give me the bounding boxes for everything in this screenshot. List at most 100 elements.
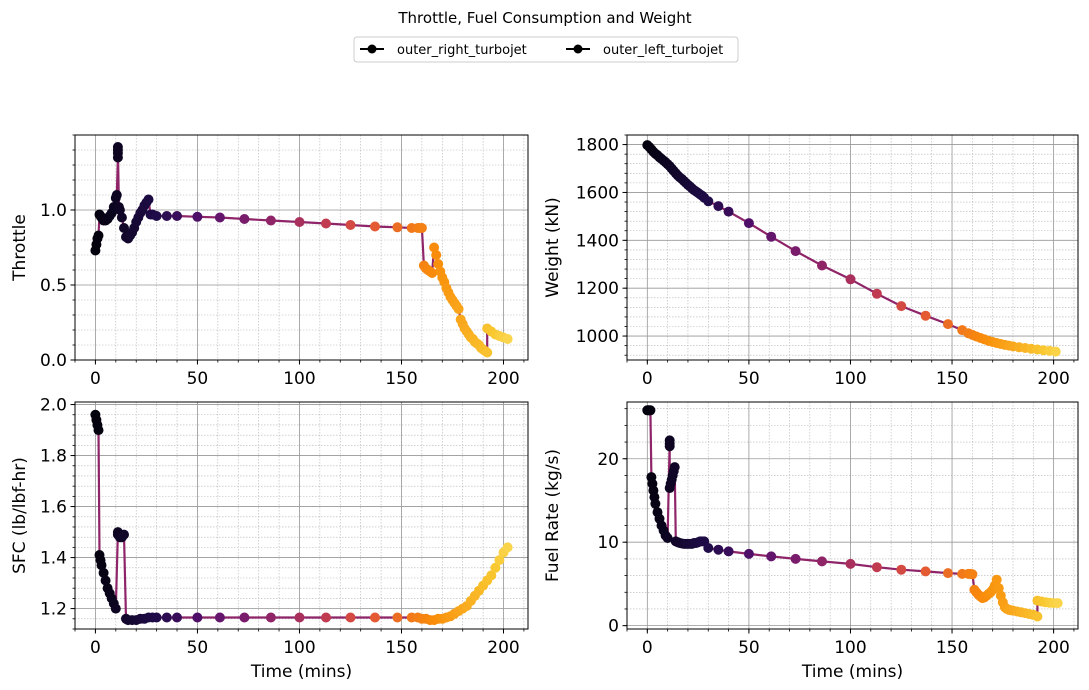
data-point (214, 612, 225, 623)
data-point (790, 553, 801, 564)
data-point (991, 574, 1002, 585)
x-tick-label: 150 (936, 638, 968, 658)
data-point (713, 544, 724, 555)
data-point (920, 566, 931, 577)
fuel-rate-panel: 0 50 100 150 200 0 10 20 Fuel Rate (kg/s) Time (m… (543, 401, 1079, 682)
data-point (486, 570, 497, 581)
y-tick-label: 1.2 (40, 600, 67, 620)
data-point (429, 242, 440, 253)
axes-frame (74, 134, 529, 361)
x-tick-label: 150 (936, 369, 968, 389)
data-point (345, 220, 356, 230)
data-point (817, 260, 827, 271)
x-tick-label: 150 (385, 638, 417, 658)
legend-label-1: outer_right_turbojet (397, 43, 527, 58)
x-tick-label: 0 (90, 638, 101, 658)
data-point (265, 612, 276, 623)
y-tick-label: 1800 (576, 136, 619, 156)
data-point (112, 142, 123, 152)
data-point (321, 612, 331, 623)
y-tick-label: 1600 (576, 183, 619, 203)
y-tick-label: 1400 (576, 231, 619, 251)
legend: outer_right_turbojet outer_left_turbojet (353, 36, 739, 63)
sfc-panel: 0 50 100 150 200 1.2 1.4 1.6 1.8 2.0 SFC (lb/lbf-h… (10, 396, 529, 682)
data-point (93, 425, 104, 436)
x-tick-label: 100 (834, 638, 866, 658)
data-point (494, 555, 505, 566)
data-point (392, 612, 403, 623)
data-point (214, 212, 225, 223)
data-point (294, 217, 305, 227)
x-tick-label: 0 (642, 638, 653, 658)
y-tick-label: 1.0 (40, 201, 67, 221)
data-point (662, 533, 673, 543)
x-tick-label: 100 (283, 369, 315, 389)
data-point (766, 551, 777, 562)
data-point (116, 212, 127, 223)
figure-title: Throttle, Fuel Consumption and Weight (397, 9, 691, 27)
data-point (119, 223, 129, 233)
x-tick-label: 100 (834, 369, 866, 389)
data-point (943, 568, 953, 579)
throttle-panel: 0 50 100 150 200 0.0 0.5 1.0 Throttle (10, 134, 529, 389)
series-line (646, 144, 1056, 353)
y-axis-label: Fuel Rate (kg/s) (543, 449, 563, 582)
x-tick-label: 200 (487, 638, 519, 658)
x-tick-label: 200 (1037, 369, 1069, 389)
data-point (723, 206, 734, 217)
y-tick-label: 1.6 (40, 498, 67, 518)
data-point (713, 201, 724, 212)
y-tick-label: 0.0 (40, 351, 67, 371)
data-point (723, 546, 734, 557)
y-tick-label: 20 (597, 450, 619, 470)
data-point (151, 211, 162, 221)
data-point (845, 558, 856, 569)
weight-panel: 0 50 100 150 200 1000 1200 1400 1600 1800 Weight (… (543, 134, 1079, 389)
data-point (265, 215, 276, 226)
x-tick-label: 150 (385, 369, 417, 389)
x-tick-label: 0 (90, 369, 101, 389)
data-point (321, 218, 331, 229)
data-point (111, 190, 122, 200)
y-tick-label: 1000 (576, 327, 619, 347)
data-point (482, 347, 493, 358)
data-point (871, 288, 882, 299)
y-tick-label: 1200 (576, 279, 619, 299)
data-point (172, 211, 182, 221)
axes-frame (626, 134, 1079, 361)
x-tick-label: 50 (187, 369, 209, 389)
data-point (993, 583, 1004, 594)
data-point (453, 304, 464, 314)
series-line (94, 145, 508, 354)
legend-frame (353, 36, 739, 63)
data-point (239, 612, 250, 623)
y-axis-label: Throttle (10, 214, 30, 282)
data-point (743, 218, 754, 229)
data-point (370, 221, 380, 232)
y-tick-label: 10 (597, 533, 619, 553)
x-tick-label: 200 (487, 369, 519, 389)
x-tick-label: 50 (187, 638, 209, 658)
data-point (161, 612, 172, 623)
x-tick-label: 100 (283, 638, 315, 658)
data-point (502, 542, 513, 553)
y-tick-label: 0 (608, 617, 619, 637)
data-point (110, 603, 121, 614)
data-point (664, 441, 675, 452)
y-tick-label: 0.5 (40, 276, 67, 296)
data-point (192, 211, 203, 222)
data-point (490, 562, 501, 573)
data-point (845, 274, 856, 285)
x-tick-label: 0 (642, 369, 653, 389)
data-point (143, 194, 154, 205)
data-point (669, 462, 680, 473)
legend-marker-2 (573, 44, 583, 54)
data-point (93, 230, 104, 241)
data-point (294, 612, 305, 623)
data-point (871, 562, 882, 573)
x-tick-label: 50 (738, 638, 760, 658)
data-point (1050, 346, 1061, 357)
data-point (703, 196, 714, 207)
data-point (172, 612, 182, 623)
